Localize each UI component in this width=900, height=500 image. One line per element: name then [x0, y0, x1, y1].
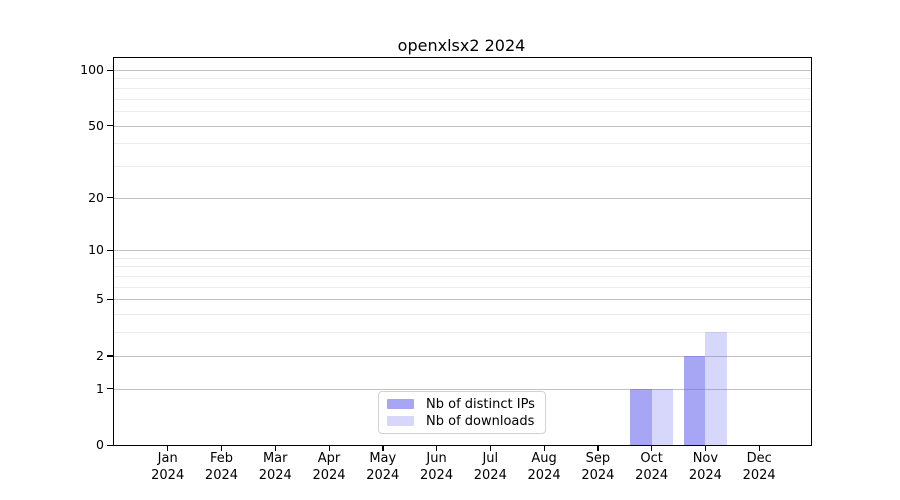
x-tick-month: Sep [585, 451, 611, 466]
y-tick-label: 2 [96, 347, 104, 363]
x-tick-year: 2024 [204, 467, 239, 483]
gridline-minor [114, 266, 811, 268]
plot-area: 0 1 2 5 10 20 50 100 Jan 2024 Feb 2024 Mar 2024 Apr 202… [80, 57, 812, 483]
x-tick-label: Jun 2024 [405, 451, 469, 484]
x-tick [597, 445, 599, 451]
gridline-minor [114, 314, 811, 316]
y-tick [106, 388, 113, 390]
x-tick-label: May 2024 [351, 451, 415, 484]
x-tick-label: Nov 2024 [673, 451, 737, 484]
gridline-minor [114, 87, 811, 89]
gridline-major [114, 70, 811, 71]
gridline-minor [114, 276, 811, 278]
bar-downloads-oct [651, 388, 674, 445]
gridline-major [114, 299, 811, 301]
x-tick-month: Dec [746, 451, 772, 466]
x-tick-month: Jun [426, 451, 447, 466]
y-tick [106, 125, 113, 127]
x-tick-label: Oct 2024 [620, 451, 684, 484]
y-tick [106, 197, 113, 199]
x-tick-month: Jan [157, 451, 178, 466]
gridline-minor [114, 98, 811, 100]
y-tick [106, 298, 113, 301]
x-tick-month: Oct [640, 451, 663, 466]
legend: Nb of distinct IPs Nb of downloads [378, 391, 546, 434]
x-tick-month: May [369, 451, 397, 466]
y-tick [106, 355, 113, 357]
x-tick-month: Jul [482, 451, 499, 466]
y-tick-label: 10 [88, 242, 104, 258]
chart-title: openxlsx2 2024 [397, 36, 526, 55]
x-tick-year: 2024 [688, 467, 722, 483]
x-tick-month: Nov [692, 451, 719, 466]
x-tick [704, 445, 707, 451]
x-tick-label: Feb 2024 [189, 451, 253, 484]
x-tick [167, 445, 169, 451]
x-tick [274, 445, 277, 451]
gridline-minor [114, 110, 811, 112]
x-tick [328, 445, 330, 451]
gridline-minor [114, 257, 811, 259]
x-tick-label: Mar 2024 [243, 451, 307, 484]
legend-label-downloads: Nb of downloads [426, 413, 535, 429]
x-tick-month: Feb [209, 451, 233, 466]
y-tick [106, 249, 113, 251]
x-tick [543, 445, 545, 451]
x-tick-year: 2024 [581, 467, 615, 483]
y-tick-label: 50 [88, 117, 104, 133]
x-tick [758, 445, 760, 451]
x-tick [489, 445, 492, 451]
y-tick-label: 1 [96, 380, 104, 396]
y-tick [106, 444, 113, 446]
x-tick-month: Mar [262, 451, 288, 466]
y-tick-label: 100 [80, 62, 104, 77]
gridline-major [114, 355, 811, 357]
x-tick-label: Dec 2024 [727, 451, 791, 484]
y-tick-label: 0 [96, 437, 104, 452]
gridline-minor [114, 286, 811, 288]
legend-item-downloads: Nb of downloads [387, 413, 535, 429]
legend-swatch-downloads [387, 416, 414, 426]
gridline-major [114, 197, 811, 199]
gridline-major [114, 250, 811, 252]
x-tick-label: Aug 2024 [512, 451, 576, 484]
gridline-minor [114, 78, 811, 80]
x-tick [382, 445, 384, 451]
gridline-minor [114, 165, 811, 167]
legend-item-distinct-ips: Nb of distinct IPs [387, 396, 535, 412]
x-tick-year: 2024 [151, 467, 185, 483]
x-tick-year: 2024 [635, 467, 669, 483]
x-tick-label: Jan 2024 [136, 451, 200, 484]
gridline-minor [114, 143, 811, 145]
legend-label-distinct-ips: Nb of distinct IPs [426, 396, 535, 412]
y-tick-label: 5 [96, 291, 104, 307]
x-tick-month: Aug [531, 451, 557, 466]
x-tick-year: 2024 [473, 467, 507, 483]
x-tick-year: 2024 [258, 467, 292, 483]
x-tick-year: 2024 [527, 467, 561, 483]
x-tick-year: 2024 [312, 467, 346, 483]
x-tick-label: Apr 2024 [297, 451, 361, 484]
gridline-minor [114, 332, 811, 334]
bar-distinct-ips-nov [683, 355, 706, 445]
bar-distinct-ips-oct [630, 388, 652, 445]
gridline-major [114, 125, 811, 127]
x-tick [651, 445, 653, 451]
x-tick-label: Sep 2024 [566, 451, 630, 484]
y-tick [106, 69, 113, 71]
x-tick-year: 2024 [366, 467, 400, 483]
x-tick-month: Apr [317, 451, 341, 466]
gridline-major [114, 388, 811, 390]
x-tick [436, 445, 438, 451]
legend-swatch-distinct-ips [387, 399, 414, 409]
bar-downloads-nov [705, 332, 727, 445]
x-tick-label: Jul 2024 [458, 451, 522, 484]
x-tick-year: 2024 [742, 467, 776, 483]
x-tick [220, 445, 223, 451]
x-tick-year: 2024 [420, 467, 454, 483]
y-tick-label: 20 [88, 189, 104, 205]
